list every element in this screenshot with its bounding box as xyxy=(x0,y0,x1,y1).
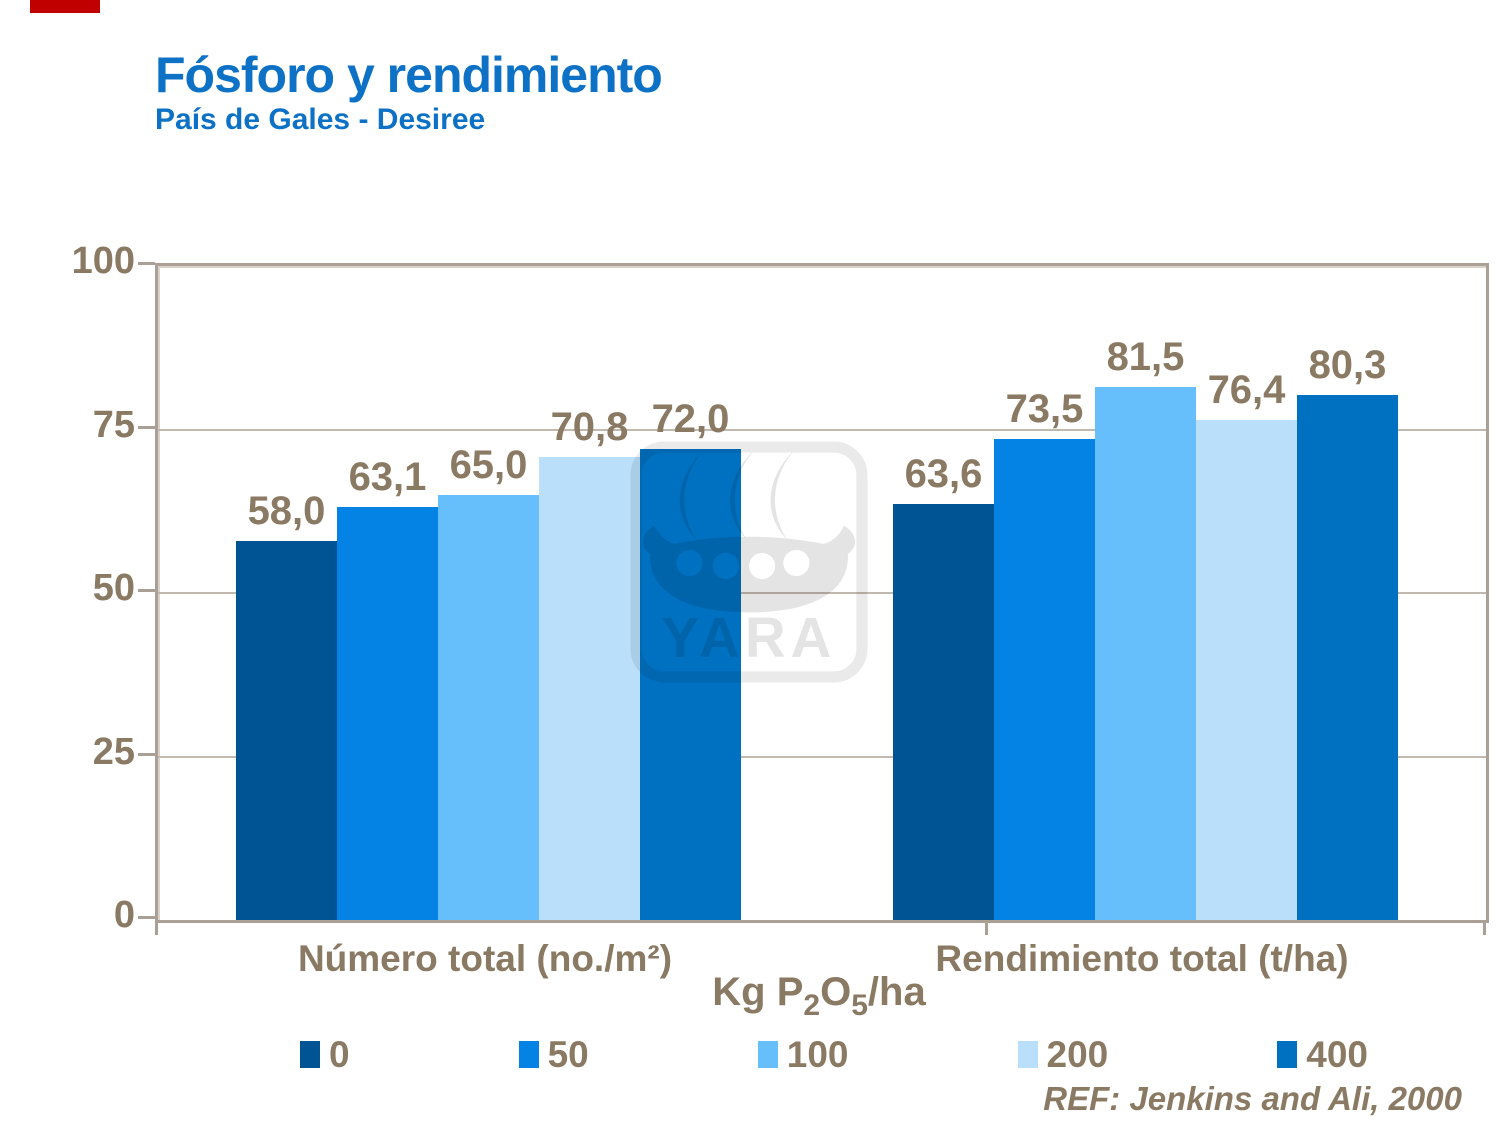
slide-subtitle: País de Gales - Desiree xyxy=(155,103,486,136)
bar xyxy=(994,439,1095,920)
x-axis-tick xyxy=(1483,920,1486,935)
bar-value-label: 65,0 xyxy=(449,442,528,487)
y-axis-tick xyxy=(138,589,155,592)
legend-label: 50 xyxy=(547,1034,589,1075)
category-label: Número total (no./m²) xyxy=(297,938,673,979)
y-axis-tick xyxy=(138,752,155,756)
bar-value-label: 63,1 xyxy=(348,455,427,500)
x-axis-title-part: Kg P xyxy=(712,970,804,1014)
accent-bar xyxy=(30,0,100,13)
legend-label: 200 xyxy=(1046,1034,1109,1075)
bar xyxy=(893,504,994,920)
legend-item: 100 xyxy=(757,1034,849,1075)
bar xyxy=(337,507,438,920)
yara-watermark-logo: YARA xyxy=(630,441,868,683)
x-axis-title-subscript: 5 xyxy=(851,989,868,1022)
y-axis-tick xyxy=(138,425,155,429)
bar xyxy=(236,540,337,920)
slide-title: Fósforo y rendimiento xyxy=(155,47,663,103)
legend-item: 50 xyxy=(518,1034,589,1075)
reference-text: REF: Jenkins and Ali, 2000 xyxy=(1043,1080,1462,1117)
legend: 0 50 100 200 400 xyxy=(300,1036,1368,1073)
legend-item: 0 xyxy=(300,1036,350,1073)
y-axis-tick-label: 75 xyxy=(92,403,135,446)
x-axis-title: Kg P2O5/ha xyxy=(155,970,1483,1023)
legend-marker xyxy=(757,1041,778,1068)
x-axis-title-subscript: 2 xyxy=(803,989,821,1022)
bar xyxy=(640,449,741,920)
legend-item: 200 xyxy=(1017,1034,1109,1075)
category-label: Rendimiento total (t/ha) xyxy=(935,938,1349,979)
bar-value-label: 58,0 xyxy=(247,488,326,533)
bar-value-label: 72,0 xyxy=(651,397,730,442)
viking-ship-icon xyxy=(642,449,856,613)
bar-value-label: 81,5 xyxy=(1106,334,1185,379)
legend-label: 400 xyxy=(1306,1034,1368,1075)
y-axis-tick xyxy=(138,916,155,919)
watermark-text: YARA xyxy=(662,606,837,669)
bar-value-label: 73,5 xyxy=(1005,387,1084,432)
x-axis-tick xyxy=(155,920,158,935)
y-axis-tick-label: 0 xyxy=(113,894,135,936)
bar-value-label: 63,6 xyxy=(904,452,983,497)
bar xyxy=(539,456,640,920)
x-axis-title-part: O xyxy=(820,970,852,1014)
x-axis-tick xyxy=(985,920,988,935)
gridline xyxy=(158,428,1486,431)
legend-label: 0 xyxy=(329,1034,350,1075)
bar-value-label: 80,3 xyxy=(1308,342,1387,387)
legend-marker xyxy=(300,1041,320,1068)
plot-area: 58,0 63,6 63,1 73,5 65,0 81,5 70,8 76,4 72,0 80,3 xyxy=(155,263,1489,923)
bar-value-label: 70,8 xyxy=(550,404,629,449)
legend-marker xyxy=(1017,1041,1038,1068)
gridline xyxy=(158,755,1486,758)
y-axis-tick-label: 25 xyxy=(92,730,135,773)
y-axis-tick-label: 100 xyxy=(71,240,135,282)
legend-marker xyxy=(518,1041,539,1068)
bar xyxy=(1196,420,1297,920)
bar xyxy=(1297,394,1398,920)
watermark-frame xyxy=(630,441,868,683)
y-axis-tick-label: 50 xyxy=(92,567,135,609)
bar xyxy=(438,494,539,920)
legend-label: 100 xyxy=(786,1034,849,1075)
y-axis-tick xyxy=(138,262,155,265)
legend-item: 400 xyxy=(1277,1036,1368,1073)
x-axis-title-part: /ha xyxy=(867,970,926,1014)
legend-marker xyxy=(1277,1041,1298,1068)
bar-value-label: 76,4 xyxy=(1207,368,1286,413)
bar xyxy=(1095,387,1196,920)
